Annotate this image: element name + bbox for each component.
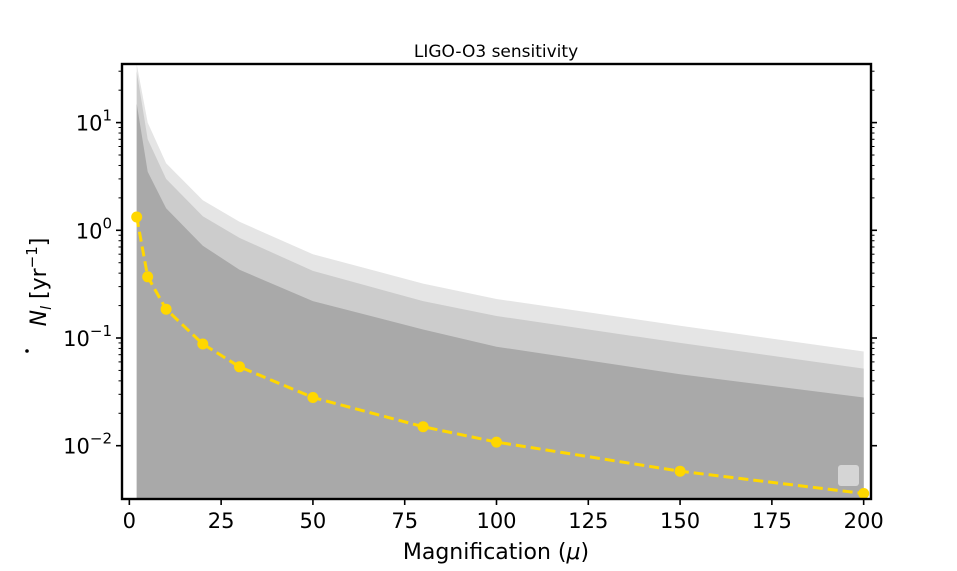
- y-axis-label-sub: l: [39, 306, 55, 310]
- x-tick-label: 150: [660, 509, 700, 533]
- data-point: [674, 465, 686, 477]
- x-tick-label: 200: [844, 509, 884, 533]
- y-axis-label: Nl [yr−1]: [23, 238, 55, 327]
- x-tick-label: 175: [752, 509, 792, 533]
- x-axis-label-text: Magnification (: [403, 540, 567, 565]
- y-tick-label: 10−1: [63, 322, 112, 351]
- x-axis-label-close: ): [581, 540, 590, 565]
- y-axis-label-dot: [25, 349, 29, 353]
- x-tick-label: 25: [208, 509, 235, 533]
- x-tick-label: 0: [123, 509, 136, 533]
- data-point: [131, 211, 143, 223]
- y-tick-label: 10−2: [63, 430, 112, 459]
- x-tick-label: 50: [300, 509, 327, 533]
- series-line-0: [135, 216, 864, 495]
- chart-title: LIGO-O3 sensitivity: [414, 42, 578, 62]
- x-axis-label-mu: μ: [566, 540, 581, 565]
- data-point: [160, 303, 172, 315]
- data-point: [234, 361, 245, 373]
- data-point: [858, 488, 870, 499]
- data-point: [197, 338, 209, 350]
- y-tick-label: 101: [76, 107, 112, 136]
- y-tick-label: 100: [76, 214, 112, 243]
- data-point: [417, 421, 429, 433]
- data-point: [142, 271, 154, 283]
- x-axis-label: Magnification (μ): [403, 540, 589, 565]
- y-axis-label-n: N: [27, 310, 52, 326]
- legend-box: [838, 465, 859, 486]
- y-axis-label-unit-open: [yr: [27, 267, 52, 306]
- data-point: [491, 436, 502, 448]
- y-axis-label-unit-exp: −1: [23, 246, 41, 268]
- x-tick-label: 100: [476, 509, 516, 533]
- x-tick-label: 125: [568, 509, 608, 533]
- data-point: [307, 392, 319, 403]
- x-tick-label: 75: [391, 509, 418, 533]
- y-axis-label-unit-close: ]: [27, 238, 52, 247]
